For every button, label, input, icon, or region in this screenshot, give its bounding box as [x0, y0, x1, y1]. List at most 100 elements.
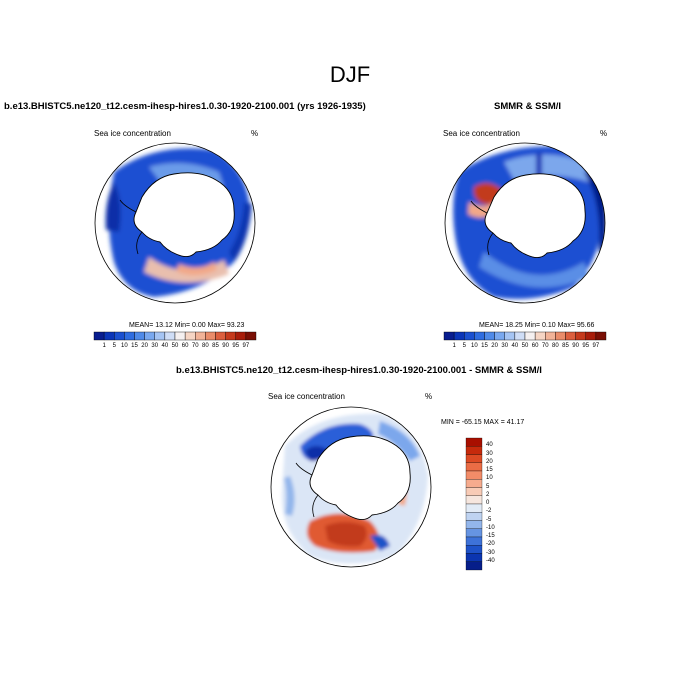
colorbar-swatch: [225, 331, 236, 341]
colorbar-swatch: [235, 331, 247, 341]
colorbar-tick-label: 85: [212, 343, 219, 349]
colorbar-swatch: [453, 331, 465, 341]
difference-sea-ice-map: [270, 406, 432, 568]
colorbar-tick-label: 1: [452, 343, 456, 349]
model-panel-variable-label: Sea ice concentration: [94, 129, 171, 138]
colorbar-swatch: [465, 479, 483, 488]
colorbar-swatch: [494, 331, 505, 341]
colorbar-tick-label: -30: [486, 549, 495, 556]
colorbar-tick-label: 15: [481, 343, 488, 349]
colorbar-tick-label: 20: [486, 458, 493, 465]
colorbar-tick-label: 10: [471, 343, 478, 349]
colorbar-swatch: [195, 331, 206, 341]
colorbar-tick-label: 2: [486, 491, 490, 498]
colorbar-swatch: [534, 331, 546, 341]
difference-panel-stats: MIN = -65.15 MAX = 41.17: [441, 419, 525, 426]
main-title: DJF: [329, 62, 371, 87]
colorbar-swatch: [465, 462, 483, 472]
colorbar-swatch: [184, 331, 196, 341]
difference-panel-title: b.e13.BHISTC5.ne120_t12.cesm-ihesp-hires…: [176, 365, 542, 376]
colorbar-swatch: [465, 437, 483, 447]
colorbar-swatch: [575, 331, 586, 341]
colorbar-swatch: [465, 520, 483, 529]
colorbar-swatch: [174, 331, 186, 341]
colorbar-swatch: [514, 331, 526, 341]
colorbar-tick-label: 10: [121, 343, 128, 349]
colorbar-tick-label: 5: [486, 483, 490, 490]
colorbar-tick-label: -5: [486, 516, 492, 523]
colorbar-swatch: [245, 331, 257, 341]
colorbar-swatch: [443, 331, 455, 341]
colorbar-swatch: [215, 331, 226, 341]
colorbar-swatch: [504, 331, 516, 341]
colorbar-swatch: [465, 446, 483, 455]
colorbar-swatch: [205, 331, 216, 341]
model-panel-stats: MEAN= 13.12 Min= 0.00 Max= 93.23: [129, 322, 245, 329]
colorbar-swatch: [565, 331, 576, 341]
colorbar-swatch: [465, 561, 483, 571]
difference-panel-variable-label: Sea ice concentration: [268, 392, 345, 401]
colorbar-swatch: [524, 331, 536, 341]
colorbar-tick-label: -15: [486, 533, 495, 539]
model-panel-units-label: %: [251, 129, 259, 138]
obs-panel-variable-label: Sea ice concentration: [443, 129, 520, 138]
colorbar-tick-label: 70: [541, 343, 549, 349]
colorbar-swatch: [465, 536, 483, 546]
obs-panel-stats: MEAN= 18.25 Min= 0.10 Max= 95.66: [479, 322, 595, 329]
colorbar-swatch: [474, 331, 485, 341]
colorbar-tick-label: 90: [572, 343, 579, 349]
colorbar-tick-label: 85: [562, 343, 569, 349]
colorbar-swatch: [114, 331, 125, 341]
colorbar-tick-label: 0: [486, 500, 490, 506]
colorbar-tick-label: 60: [181, 343, 189, 349]
model-panel-title: b.e13.BHISTC5.ne120_t12.cesm-ihesp-hires…: [4, 101, 366, 112]
colorbar-tick-label: 5: [112, 343, 116, 349]
colorbar-tick-label: 10: [486, 475, 493, 482]
colorbar-tick-label: 60: [531, 343, 539, 349]
colorbar-swatch: [465, 545, 483, 554]
colorbar-swatch: [93, 331, 105, 341]
colorbar-tick-label: 95: [232, 343, 240, 349]
colorbar-tick-label: 50: [521, 343, 529, 349]
colorbar-tick-label: 80: [552, 343, 559, 349]
colorbar-tick-label: -40: [486, 557, 495, 564]
colorbar-tick-label: 97: [242, 343, 250, 349]
colorbar-tick-label: 97: [592, 343, 600, 349]
colorbar-swatch: [555, 331, 566, 341]
colorbar-tick-label: 15: [131, 343, 138, 349]
colorbar-swatch: [595, 331, 607, 341]
colorbar-swatch: [465, 512, 483, 521]
colorbar-swatch: [545, 331, 556, 341]
colorbar-swatch: [465, 503, 483, 513]
colorbar-swatch: [103, 331, 115, 341]
model-colorbar: [93, 331, 257, 341]
colorbar-tick-label: 90: [222, 343, 229, 349]
model-sea-ice-map: [94, 142, 256, 304]
colorbar-tick-label: -20: [486, 541, 495, 548]
colorbar-tick-label: 20: [491, 343, 498, 349]
colorbar-tick-label: 30: [151, 343, 159, 349]
colorbar-swatch: [464, 331, 475, 341]
obs-sea-ice-map: [444, 142, 606, 304]
colorbar-swatch: [124, 331, 135, 341]
colorbar-tick-label: 30: [486, 450, 493, 457]
colorbar-swatch: [134, 331, 145, 341]
colorbar-tick-label: 1: [102, 343, 106, 349]
colorbar-tick-label: 80: [202, 343, 209, 349]
colorbar-swatch: [465, 495, 483, 505]
colorbar-swatch: [484, 331, 495, 341]
colorbar-tick-label: 50: [171, 343, 179, 349]
obs-panel-units-label: %: [600, 129, 608, 138]
colorbar-swatch: [144, 331, 155, 341]
colorbar-tick-label: 70: [191, 343, 199, 349]
colorbar-tick-label: -10: [486, 524, 495, 531]
colorbar-swatch: [465, 553, 483, 562]
colorbar-tick-label: 5: [462, 343, 466, 349]
colorbar-tick-label: 15: [486, 467, 493, 473]
obs-panel-title: SMMR & SSM/I: [494, 101, 562, 112]
colorbar-tick-label: 40: [486, 442, 493, 449]
colorbar-tick-label: 40: [161, 343, 169, 349]
colorbar-tick-label: 95: [582, 343, 590, 349]
difference-colorbar: [465, 437, 483, 571]
